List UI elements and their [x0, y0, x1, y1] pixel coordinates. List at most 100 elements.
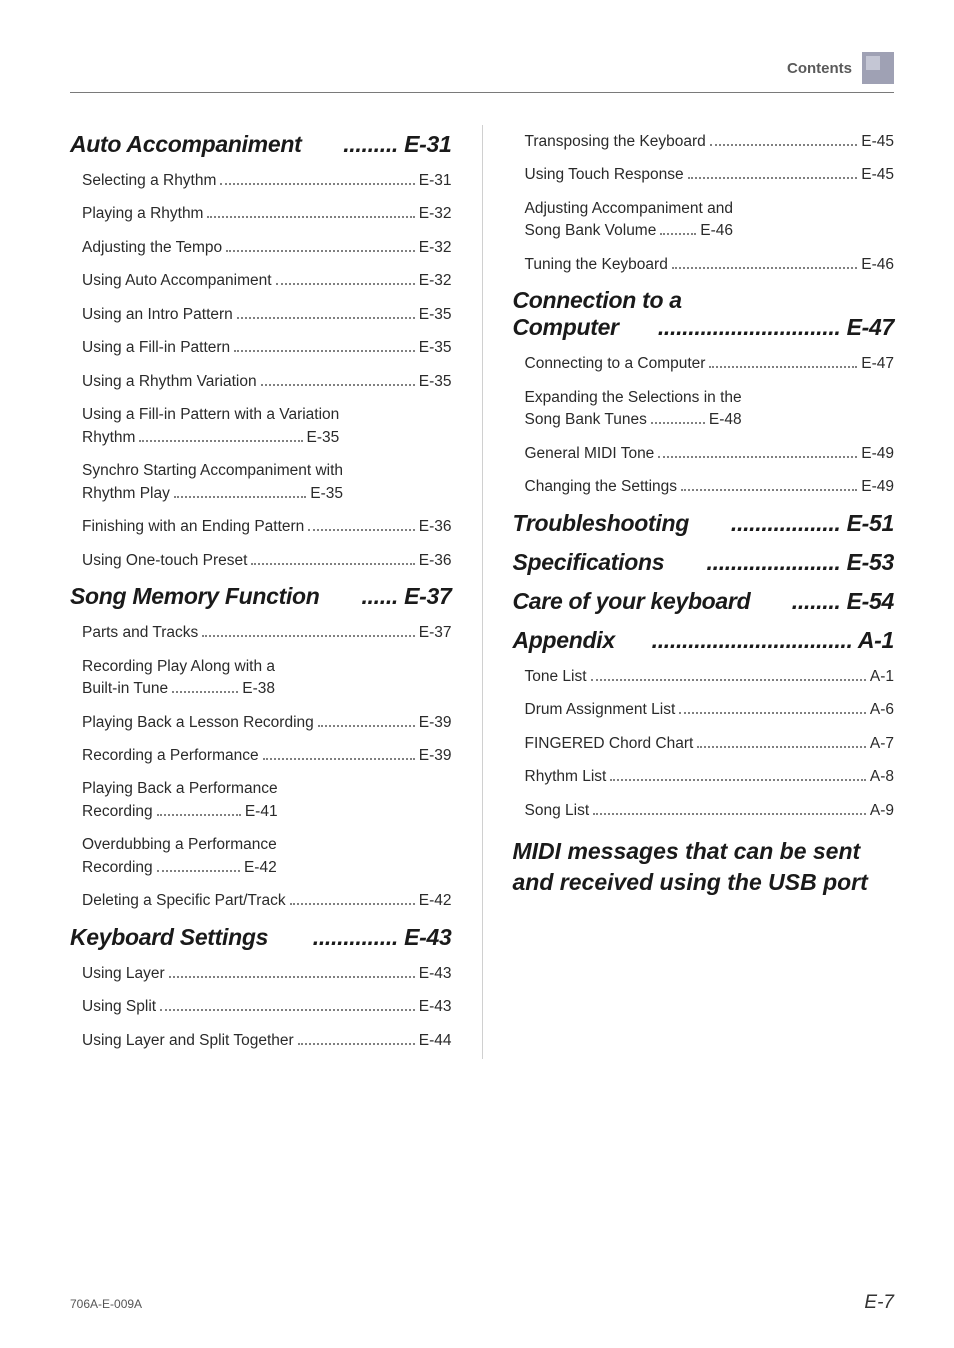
toc-page: E-35 [419, 371, 452, 393]
header-decor-inner [866, 56, 880, 70]
toc-dots [697, 746, 866, 748]
section-title-text: Auto Accompaniment [70, 131, 301, 158]
toc-page: E-42 [244, 857, 277, 879]
toc-page: E-35 [307, 427, 340, 449]
toc-line: General MIDI ToneE-49 [525, 443, 895, 465]
toc-label-line2: Rhythm [82, 427, 135, 449]
toc-label-line1: Recording Play Along with a [82, 658, 275, 675]
toc-dots [318, 725, 415, 727]
toc-dots [169, 976, 415, 978]
right-column: Transposing the KeyboardE-45 Using Touch… [513, 121, 895, 1063]
toc-label: Playing Back a Lesson Recording [82, 712, 314, 734]
page-header: Contents [70, 50, 894, 86]
header-decor-box [862, 52, 894, 84]
toc-label-line2: Recording [82, 801, 153, 823]
toc-page: E-38 [242, 678, 275, 700]
midi-line1: MIDI messages that can be sent [513, 836, 895, 867]
toc-page: E-32 [419, 237, 452, 259]
section-title-text: Specifications [513, 549, 665, 576]
toc-page: E-43 [419, 996, 452, 1018]
toc-line: Selecting a RhythmE-31 [82, 170, 452, 192]
toc-page: E-35 [419, 304, 452, 326]
toc-line: Playing Back a Performance Recording E-4… [82, 778, 452, 823]
section-title-page: E-37 [404, 583, 451, 609]
toc-label-line1: Overdubbing a Performance [82, 836, 277, 853]
toc-label-line1: Expanding the Selections in the [525, 389, 742, 406]
toc-line: Expanding the Selections in the Song Ban… [525, 387, 895, 432]
section-title: Song Memory Function ...... E-37 [70, 583, 452, 610]
toc-page: E-46 [861, 254, 894, 276]
section-title-text: Appendix [513, 627, 615, 654]
toc-line: Deleting a Specific Part/TrackE-42 [82, 890, 452, 912]
toc-label: Using Layer [82, 963, 165, 985]
toc-line: Adjusting Accompaniment and Song Bank Vo… [525, 198, 895, 243]
toc-line: Using Split E-43 [82, 996, 452, 1018]
toc-page: E-45 [861, 164, 894, 186]
toc-line: Connecting to a Computer E-47 [525, 353, 895, 375]
section-title: Troubleshooting .................. E-51 [513, 510, 895, 537]
toc-label: FINGERED Chord Chart [525, 733, 694, 755]
toc-label: Using Auto Accompaniment [82, 270, 272, 292]
toc-label-line2: Song Bank Volume [525, 220, 657, 242]
toc-page: E-44 [419, 1030, 452, 1052]
toc-label-line2: Built-in Tune [82, 678, 168, 700]
toc-dots [174, 496, 306, 498]
toc-label: Playing Back a Performance Recording E-4… [82, 778, 278, 823]
page: Contents Auto Accompaniment ......... E-… [0, 0, 954, 1348]
toc-dots [679, 712, 866, 714]
toc-label-line1: Synchro Starting Accompaniment with [82, 462, 343, 479]
toc-page: A-6 [870, 699, 894, 721]
midi-line2: and received using the USB port [513, 867, 895, 898]
toc-dots [591, 679, 866, 681]
toc-label-line2: Rhythm Play [82, 483, 170, 505]
toc-dots [681, 489, 857, 491]
toc-line: Recording Play Along with a Built-in Tun… [82, 656, 452, 701]
toc-page: E-36 [419, 516, 452, 538]
toc-dots [237, 317, 415, 319]
header-rule [70, 92, 894, 93]
toc-line: Tone ListA-1 [525, 666, 895, 688]
toc-page: A-1 [870, 666, 894, 688]
toc-dots [172, 691, 238, 693]
toc-label: Recording Play Along with a Built-in Tun… [82, 656, 275, 701]
section-title-text: Song Memory Function [70, 583, 320, 610]
toc-label-line1: Using a Fill-in Pattern with a Variation [82, 406, 339, 423]
toc-line: Rhythm ListA-8 [525, 766, 895, 788]
toc-label: Deleting a Specific Part/Track [82, 890, 286, 912]
section-title-page: E-53 [847, 549, 894, 575]
toc-dots [263, 758, 415, 760]
toc-label: Playing a Rhythm [82, 203, 203, 225]
section-title-text: Care of your keyboard [513, 588, 751, 615]
section-title: Connection to a Computer ...............… [513, 287, 895, 341]
toc-label: Using a Fill-in Pattern [82, 337, 230, 359]
toc-dots [202, 635, 414, 637]
toc-label: Adjusting the Tempo [82, 237, 222, 259]
toc-page: E-39 [419, 745, 452, 767]
toc-page: E-47 [861, 353, 894, 375]
toc-line: Using Auto AccompanimentE-32 [82, 270, 452, 292]
toc-dots [139, 440, 302, 442]
toc-dots [290, 903, 415, 905]
section-title-page: E-51 [847, 510, 894, 536]
toc-page: E-31 [419, 170, 452, 192]
toc-label: Using Split [82, 996, 156, 1018]
toc-label: Changing the Settings [525, 476, 678, 498]
toc-page: A-8 [870, 766, 894, 788]
toc-line: Synchro Starting Accompaniment with Rhyt… [82, 460, 452, 505]
toc-line: Transposing the KeyboardE-45 [525, 131, 895, 153]
toc-line: Using an Intro PatternE-35 [82, 304, 452, 326]
toc-page: E-49 [861, 443, 894, 465]
toc-dots [709, 366, 857, 368]
toc-page: E-45 [861, 131, 894, 153]
toc-label: Connecting to a Computer [525, 353, 706, 375]
section-title: Keyboard Settings .............. E-43 [70, 924, 452, 951]
toc-dots [207, 216, 414, 218]
toc-line: Changing the Settings E-49 [525, 476, 895, 498]
toc-page: E-49 [861, 476, 894, 498]
toc-dots [658, 456, 857, 458]
toc-page: E-37 [419, 622, 452, 644]
toc-page: E-36 [419, 550, 452, 572]
toc-line: Using a Rhythm VariationE-35 [82, 371, 452, 393]
toc-line: Using a Fill-in PatternE-35 [82, 337, 452, 359]
toc-label: Using One-touch Preset [82, 550, 247, 572]
